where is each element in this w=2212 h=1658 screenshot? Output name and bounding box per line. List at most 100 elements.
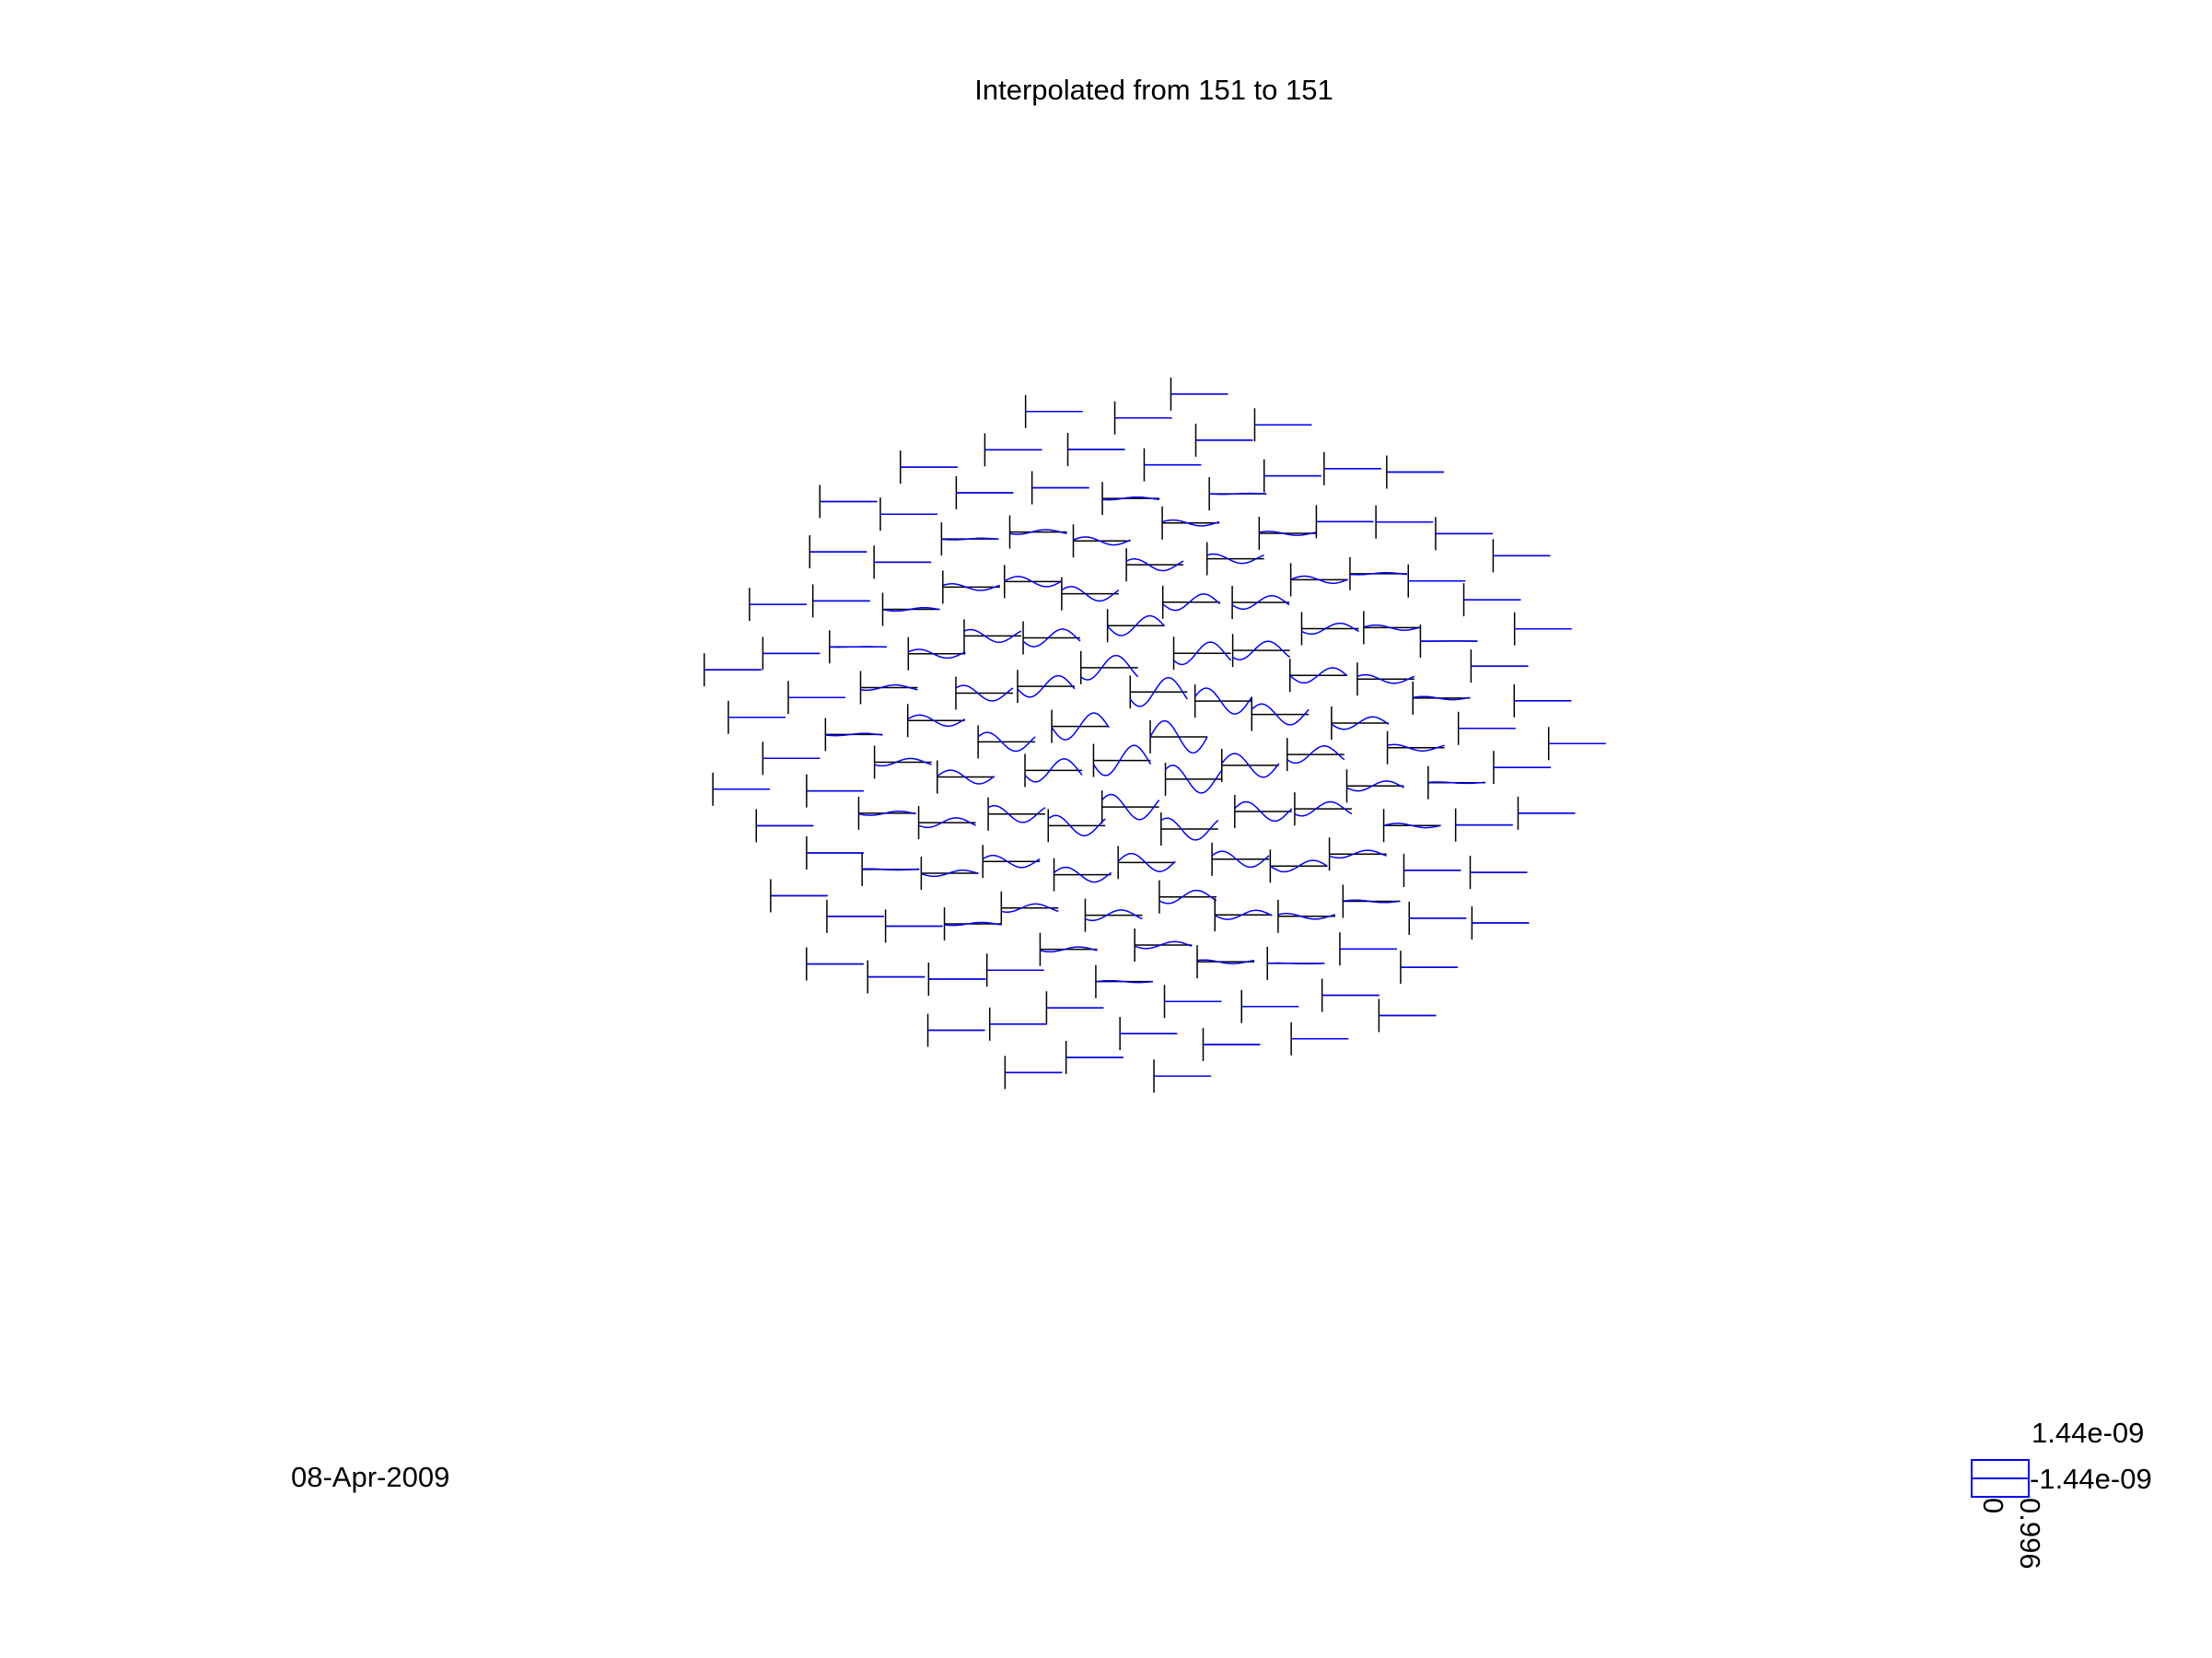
- channel-plot: [1386, 455, 1444, 489]
- channel-plot: [1079, 650, 1139, 684]
- channel-plot: [1471, 906, 1530, 940]
- channel-plot: [1435, 517, 1493, 551]
- channel-plot: [1008, 515, 1067, 549]
- channel-plot: [881, 592, 940, 626]
- channel-waveform: [1206, 553, 1264, 565]
- channel-plot: [762, 741, 821, 776]
- channel-plot: [809, 535, 867, 569]
- channel-waveform: [1211, 850, 1270, 869]
- channel-plot: [1051, 709, 1110, 743]
- channel-plot: [917, 806, 976, 840]
- channel-plot: [824, 718, 883, 752]
- channel-plot: [899, 450, 958, 485]
- channel-plot: [1266, 946, 1325, 980]
- channel-plot: [703, 653, 762, 687]
- channel-waveform: [862, 868, 920, 871]
- channel-waveform: [1214, 909, 1273, 920]
- channel-plot: [1294, 792, 1353, 826]
- channel-waveform: [1085, 909, 1143, 922]
- channel-plot: [1214, 898, 1273, 932]
- channel-waveform: [1209, 492, 1267, 496]
- channel-plot: [1004, 565, 1063, 599]
- channel-plot: [963, 619, 1022, 653]
- channel-plot: [1517, 796, 1576, 830]
- channel-waveform: [1051, 712, 1110, 741]
- channel-plot: [1339, 932, 1397, 966]
- channel-plot: [1143, 448, 1202, 482]
- channel-waveform: [1129, 676, 1188, 707]
- channel-plot: [1125, 548, 1184, 582]
- channel-waveform: [1101, 793, 1160, 821]
- channel-waveform: [1383, 823, 1441, 829]
- channel-waveform: [977, 731, 1036, 753]
- channel-waveform: [1286, 745, 1345, 765]
- channel-plot: [1061, 577, 1120, 611]
- channel-waveform: [1231, 595, 1290, 611]
- channel-plot: [1412, 681, 1471, 715]
- channel-waveform: [982, 854, 1041, 869]
- channel-plot: [1328, 837, 1387, 871]
- channel-waveform: [944, 921, 1002, 927]
- channel-waveform: [1269, 859, 1328, 873]
- channel-plot: [1386, 730, 1445, 765]
- channel-plot: [1492, 539, 1551, 573]
- channel-waveform: [1164, 765, 1224, 794]
- channel-waveform: [1047, 814, 1106, 837]
- channel-waveform: [987, 804, 1046, 823]
- channel-plot: [1288, 659, 1348, 693]
- channel-plot: [955, 676, 1014, 710]
- channel-plot: [1084, 898, 1143, 932]
- channel-waveform: [1232, 640, 1291, 660]
- channel-plot: [907, 636, 966, 671]
- channel-plot: [1513, 683, 1572, 718]
- channel-waveform: [829, 646, 887, 648]
- channel-plot: [1263, 459, 1321, 493]
- channel-plot: [1092, 743, 1152, 777]
- channel-waveform: [937, 769, 995, 785]
- channel-plot: [1375, 505, 1434, 539]
- channel-plot: [1269, 849, 1328, 883]
- channel-plot: [906, 704, 966, 738]
- channel-waveform: [941, 537, 999, 541]
- channel-plot: [1469, 856, 1528, 890]
- channel-waveform: [1073, 536, 1131, 546]
- channel-waveform: [1194, 687, 1253, 715]
- channel-waveform: [921, 870, 979, 878]
- channel-plot: [884, 909, 943, 943]
- channel-plot: [1017, 670, 1076, 704]
- channel-plot: [1427, 765, 1485, 800]
- channel-plot: [1321, 978, 1380, 1012]
- channel-waveform: [1294, 800, 1353, 817]
- channel-plot: [1066, 432, 1125, 466]
- channel-waveform: [1331, 716, 1390, 730]
- channel-waveform: [1234, 800, 1293, 823]
- channel-plot: [770, 879, 828, 913]
- channel-plot: [1101, 482, 1160, 516]
- channel-plot: [826, 899, 884, 933]
- channel-waveform: [1259, 531, 1317, 536]
- channel-plot: [1039, 932, 1098, 966]
- channel-plot: [867, 960, 926, 994]
- channel-plot: [1202, 1027, 1261, 1061]
- channel-waveform: [1001, 903, 1059, 913]
- channel-plot: [873, 745, 932, 779]
- channel-plot: [1378, 998, 1437, 1033]
- channel-plot: [879, 497, 937, 531]
- channel-waveform: [1161, 519, 1220, 527]
- channel-waveform: [1427, 781, 1485, 785]
- scale-legend: 1.44e-09 -1.44e-09 0 0.996: [1971, 1417, 2152, 1570]
- channel-plots: [703, 377, 1606, 1093]
- channel-plot: [728, 700, 786, 734]
- channel-plot: [1231, 586, 1290, 620]
- channel-waveform: [1221, 753, 1280, 778]
- channel-plot: [1205, 542, 1264, 576]
- channel-plot: [819, 485, 878, 519]
- channel-waveform: [1107, 614, 1166, 636]
- channel-waveform: [1080, 654, 1139, 681]
- channel-plot: [1113, 401, 1172, 435]
- channel-plot: [1172, 636, 1232, 671]
- channel-waveform: [1356, 673, 1415, 684]
- channel-waveform: [860, 683, 918, 692]
- channel-waveform: [1024, 758, 1083, 783]
